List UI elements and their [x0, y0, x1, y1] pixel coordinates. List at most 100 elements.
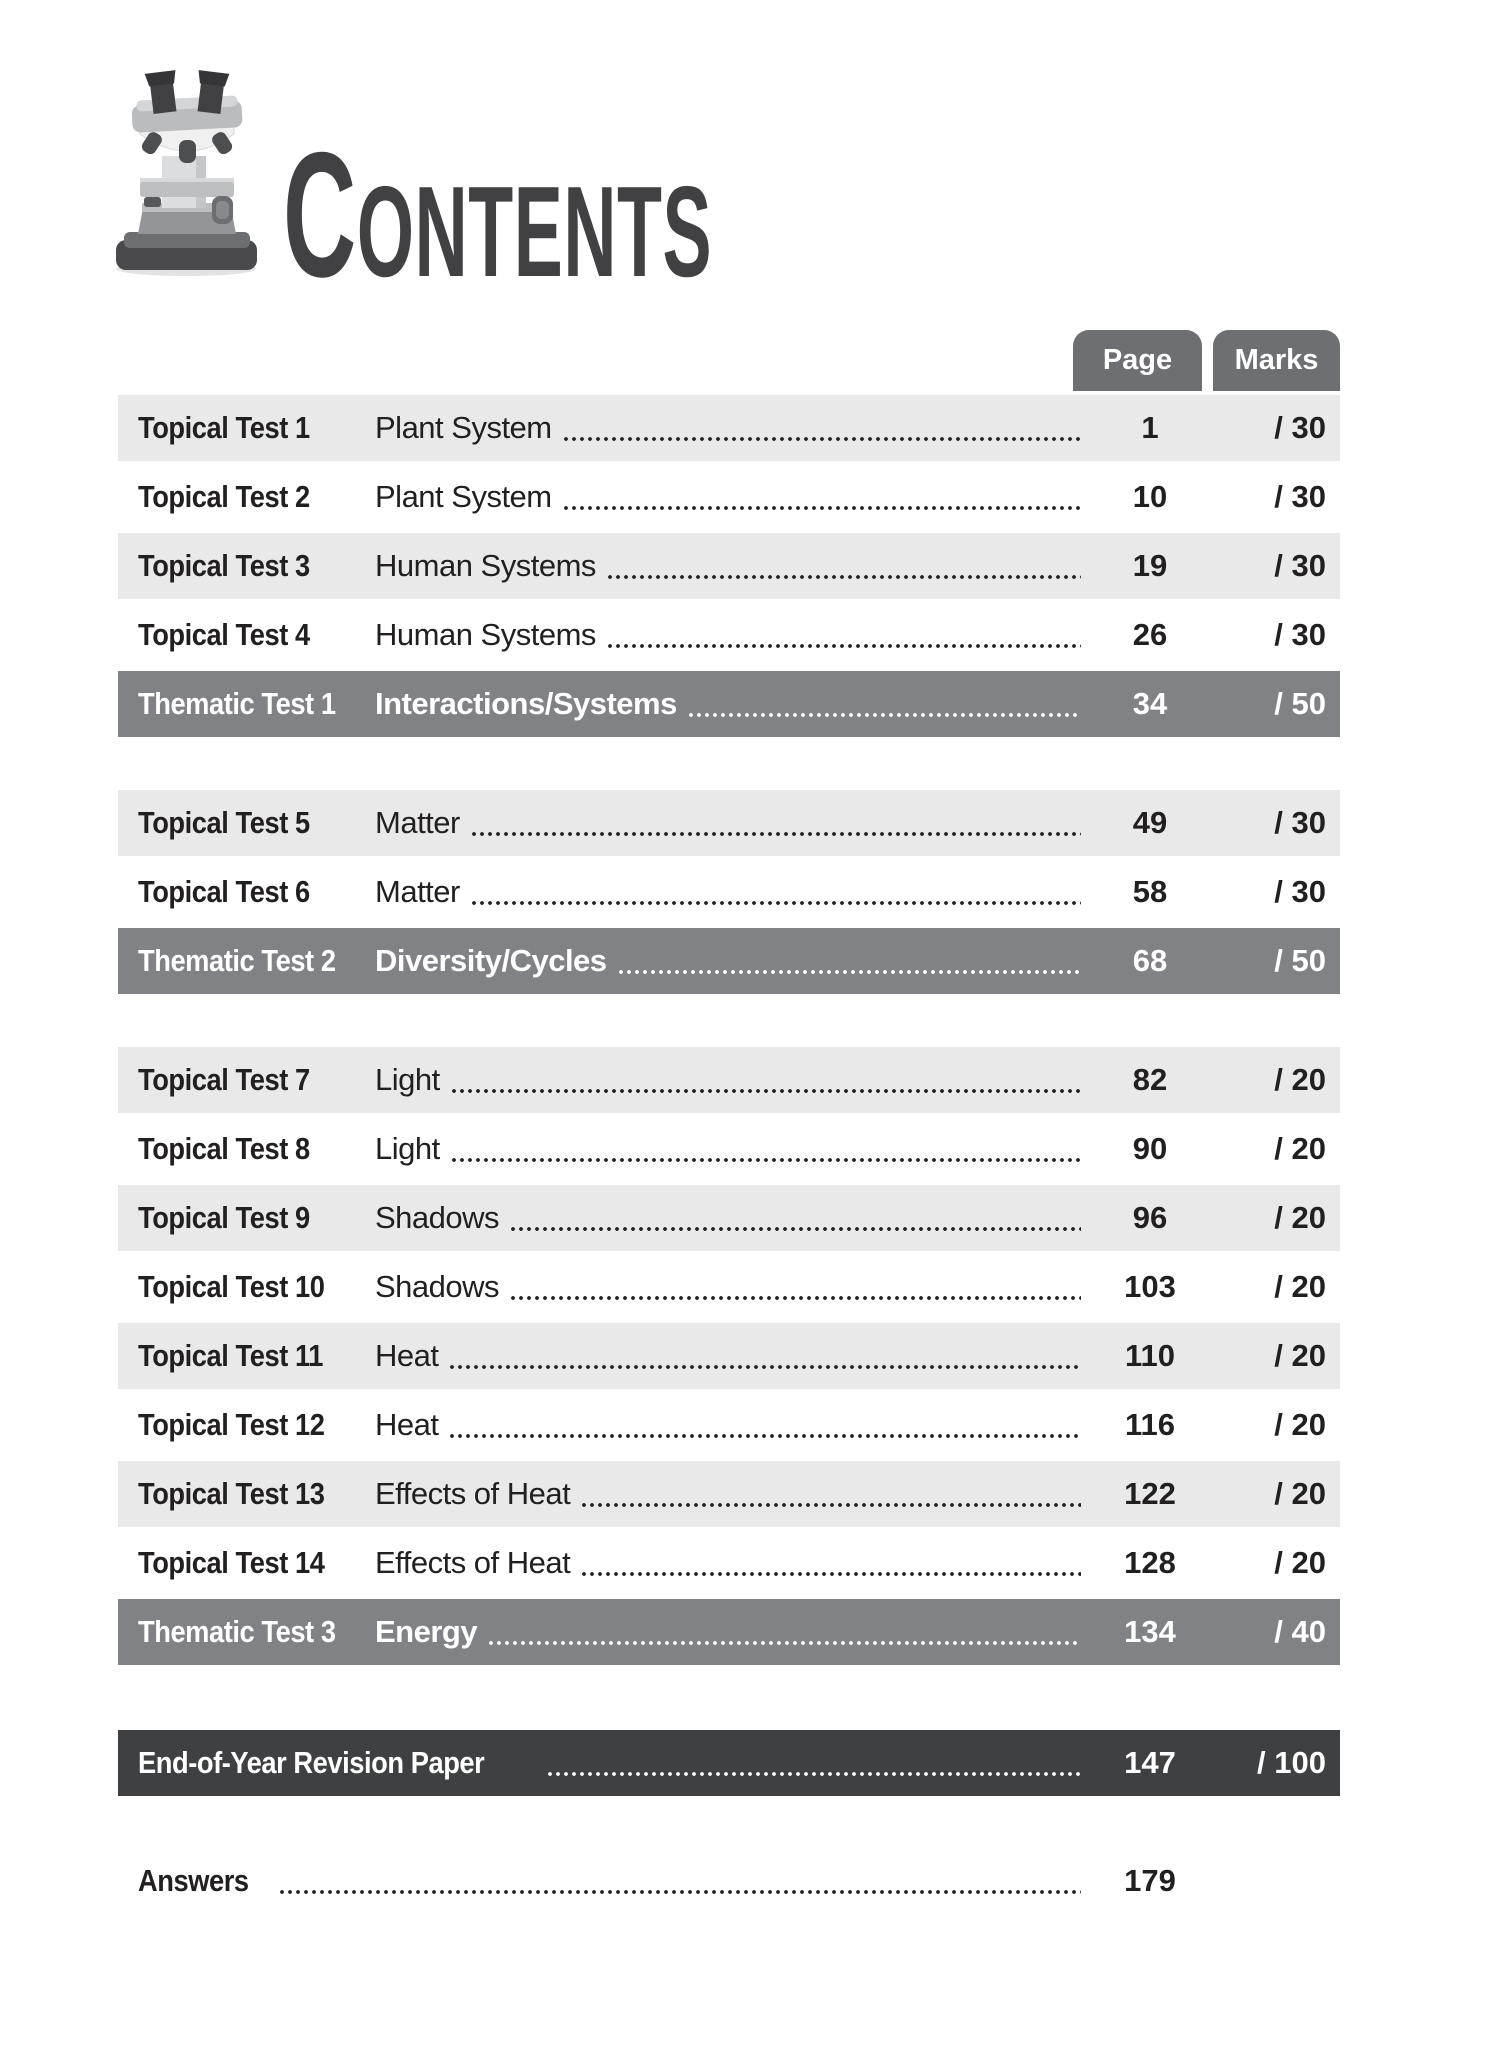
test-topic: Shadows: [375, 1269, 500, 1304]
marks-value: / 30: [1274, 805, 1326, 840]
test-label: Topical Test 2: [138, 479, 310, 514]
test-topic: Energy: [375, 1614, 478, 1649]
toc-row: Topical Test 14 Effects of Heat 128 / 20: [118, 1530, 1340, 1596]
page-number: 1: [1141, 410, 1159, 445]
dotted-leader: [607, 575, 1081, 579]
marks-value: / 20: [1274, 1200, 1326, 1235]
page-number: 179: [1124, 1863, 1176, 1898]
marks-value: / 30: [1274, 874, 1326, 909]
toc-row: Topical Test 4 Human Systems 26 / 30: [118, 602, 1340, 668]
test-label: Thematic Test 3: [138, 1614, 336, 1649]
toc-rows: Topical Test 1 Plant System 1 / 30 Topic…: [118, 395, 1340, 1914]
dotted-leader: [511, 1296, 1081, 1300]
page-title: Contents: [283, 115, 713, 314]
page-number: 26: [1132, 617, 1168, 652]
dotted-leader: [582, 1503, 1081, 1507]
test-label: Topical Test 14: [138, 1545, 325, 1580]
dotted-leader: [688, 713, 1081, 717]
test-topic: Light: [375, 1062, 440, 1097]
microscope-icon: [116, 70, 257, 276]
test-label: Topical Test 13: [138, 1476, 325, 1511]
page-number: 82: [1132, 1062, 1168, 1097]
test-label: Topical Test 5: [138, 805, 310, 840]
test-label: Topical Test 4: [138, 617, 310, 652]
dotted-leader: [450, 1434, 1081, 1438]
toc-row: Topical Test 3 Human Systems 19 / 30: [118, 533, 1340, 599]
test-topic: Effects of Heat: [375, 1545, 571, 1580]
dotted-leader: [563, 506, 1081, 510]
test-label: End-of-Year Revision Paper: [138, 1745, 485, 1780]
toc-table: Page Marks Topical Test 1 Plant System 1…: [118, 330, 1340, 1917]
marks-value: / 50: [1274, 943, 1326, 978]
dotted-leader: [489, 1641, 1081, 1645]
dotted-leader: [471, 832, 1081, 836]
test-topic: Effects of Heat: [375, 1476, 571, 1511]
page-number: 134: [1124, 1614, 1176, 1649]
test-label: Answers: [138, 1863, 249, 1898]
marks-value: / 20: [1274, 1476, 1326, 1511]
page-column-label: Page: [1102, 344, 1173, 376]
test-label: Thematic Test 2: [138, 943, 336, 978]
test-label: Topical Test 7: [138, 1062, 310, 1097]
marks-value: / 20: [1274, 1062, 1326, 1097]
page-number: 96: [1132, 1200, 1168, 1235]
toc-row: End-of-Year Revision Paper 147 / 100: [118, 1730, 1340, 1796]
test-topic: Human Systems: [375, 617, 596, 652]
dotted-leader: [547, 1772, 1081, 1776]
dotted-leader: [471, 901, 1081, 905]
test-label: Topical Test 9: [138, 1200, 310, 1235]
page-number: 110: [1124, 1338, 1175, 1373]
toc-row: Topical Test 7 Light 82 / 20: [118, 1047, 1340, 1113]
page-number: 90: [1132, 1131, 1168, 1166]
toc-row: Topical Test 6 Matter 58 / 30: [118, 859, 1340, 925]
test-label: Topical Test 3: [138, 548, 310, 583]
marks-value: / 40: [1274, 1614, 1326, 1649]
toc-row: Topical Test 1 Plant System 1 / 30: [118, 395, 1340, 461]
page-number: 103: [1124, 1269, 1176, 1304]
marks-column-header: Marks: [1213, 330, 1340, 391]
test-topic: Plant System: [375, 410, 552, 445]
test-topic: Matter: [375, 805, 460, 840]
test-label: Topical Test 12: [138, 1407, 325, 1442]
test-topic: Light: [375, 1131, 440, 1166]
marks-value: / 30: [1274, 617, 1326, 652]
test-topic: Matter: [375, 874, 460, 909]
marks-value: / 20: [1274, 1407, 1326, 1442]
test-topic: Diversity/Cycles: [375, 943, 607, 978]
test-label: Topical Test 11: [138, 1338, 323, 1373]
marks-value: / 50: [1274, 686, 1326, 721]
dotted-leader: [563, 437, 1081, 441]
test-label: Thematic Test 1: [138, 686, 336, 721]
marks-value: / 100: [1257, 1745, 1326, 1780]
page-number: 34: [1132, 686, 1168, 721]
page-number: 122: [1124, 1476, 1176, 1511]
test-label: Topical Test 6: [138, 874, 310, 909]
test-topic: Heat: [375, 1338, 439, 1373]
marks-value: / 30: [1274, 410, 1326, 445]
toc-column-headers: Page Marks: [118, 330, 1340, 391]
page-number: 128: [1124, 1545, 1176, 1580]
test-label: Topical Test 1: [138, 410, 310, 445]
test-topic: Heat: [375, 1407, 439, 1442]
dotted-leader: [279, 1890, 1081, 1894]
page-number: 10: [1132, 479, 1168, 514]
toc-row: Thematic Test 2 Diversity/Cycles 68 / 50: [118, 928, 1340, 994]
test-topic: Plant System: [375, 479, 552, 514]
toc-row: Topical Test 5 Matter 49 / 30: [118, 790, 1340, 856]
page-number: 68: [1132, 943, 1168, 978]
toc-row: Thematic Test 1 Interactions/Systems 34 …: [118, 671, 1340, 737]
page-column-header: Page: [1073, 330, 1202, 391]
dotted-leader: [451, 1158, 1081, 1162]
toc-row: Topical Test 13 Effects of Heat 122 / 20: [118, 1461, 1340, 1527]
dotted-leader: [450, 1365, 1081, 1369]
toc-row: Topical Test 12 Heat 116 / 20: [118, 1392, 1340, 1458]
marks-value: / 20: [1274, 1545, 1326, 1580]
page-number: 58: [1132, 874, 1168, 909]
dotted-leader: [582, 1572, 1081, 1576]
marks-column-label: Marks: [1234, 344, 1319, 376]
test-label: Topical Test 10: [138, 1269, 325, 1304]
test-topic: Human Systems: [375, 548, 596, 583]
toc-row: Answers 179: [118, 1848, 1340, 1914]
page-number: 19: [1132, 548, 1168, 583]
